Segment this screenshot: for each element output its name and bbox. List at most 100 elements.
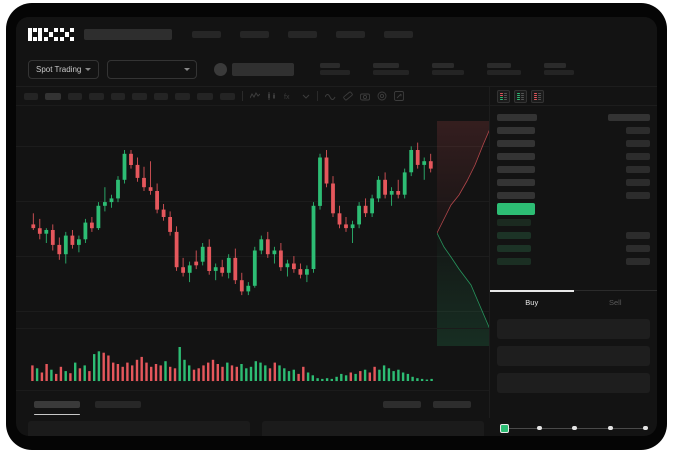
market-type-select[interactable]: Spot Trading [28,59,100,79]
candle-series [31,142,433,296]
tab-sell-label: Sell [608,298,622,307]
ticker-stat-label [487,62,512,68]
ask-price [497,153,535,160]
slider-mark-100[interactable] [643,425,648,430]
nav-item-3[interactable] [288,31,317,38]
ticker-stat-label [432,62,455,68]
chevron-down-icon[interactable] [302,92,310,100]
tab-order-history[interactable] [95,401,141,408]
svg-text:fx: fx [284,94,290,100]
wave-icon[interactable] [325,92,336,100]
search-input[interactable] [84,29,172,40]
line-chart-icon[interactable] [250,92,260,100]
slider-mark-50[interactable] [572,425,577,430]
orderbook-mode-asks-icon[interactable] [531,89,544,103]
slider-mark-75[interactable] [608,425,613,430]
ticker-bar: Spot Trading [16,52,657,87]
timeframe-button-7[interactable] [154,92,168,100]
bid-depth-line [437,232,493,340]
orderbook-ask-row[interactable] [497,150,650,163]
orderbook-bid-row[interactable] [497,255,650,268]
orderbook-ask-row[interactable] [497,176,650,189]
trading-pair-select[interactable] [107,59,198,79]
timeframe-button-10[interactable] [220,92,235,100]
orderbook-ask-row[interactable] [497,189,650,202]
ask-price [497,140,535,147]
bid-size [626,232,650,239]
chevron-down-icon [85,67,92,71]
pair-avatar [214,62,228,76]
nav-item-4[interactable] [336,31,365,38]
ticker-stat-5 [544,62,575,76]
ticker-stat-value [487,70,522,76]
info-panel-right[interactable] [262,421,484,436]
market-type-label: Spot Trading [36,64,82,74]
trade-side-tabs: Buy Sell [490,290,657,314]
orderbook-mode-both-icon[interactable] [497,89,510,103]
chart-gridline [16,256,489,257]
bid-price [497,245,531,252]
timeframe-button-3[interactable] [68,92,82,100]
volume-histogram [16,328,489,390]
ruler-icon[interactable] [343,91,353,101]
camera-icon[interactable] [360,92,370,101]
timeframe-button-5[interactable] [111,92,125,100]
indicators-icon[interactable]: fx [284,92,295,100]
order-total-field[interactable] [497,373,650,393]
price-candlestick-chart[interactable] [16,106,489,328]
timeframe-button-9[interactable] [197,92,213,100]
ticker-stat-3 [432,62,465,76]
orderbook-bid-row[interactable] [497,229,650,242]
orderbook-ask-row[interactable] [497,124,650,137]
info-panel-left[interactable] [28,421,250,436]
okx-logo[interactable] [28,27,74,42]
nav-item-2[interactable] [240,31,269,38]
orderbook-mode-bids-icon[interactable] [514,89,527,103]
bid-size [626,219,650,226]
timeframe-button-6[interactable] [132,92,147,100]
order-price-field[interactable] [497,319,650,339]
tab-action-2[interactable] [433,401,471,408]
bid-rows [497,216,650,268]
orderbook-bid-row[interactable] [497,216,650,229]
app-screen: Spot Trading [16,17,657,436]
slider-mark-25[interactable] [537,425,542,430]
tab-active-indicator [34,413,80,415]
ask-size [626,179,650,186]
tab-buy[interactable]: Buy [490,290,574,314]
tab-action-1[interactable] [383,401,421,408]
settings-icon[interactable] [377,91,387,101]
timeframe-button-4[interactable] [89,92,104,100]
orderbook-ask-row[interactable] [497,163,650,176]
amount-percent-slider[interactable] [500,424,650,433]
orderbook-rows[interactable] [490,106,657,268]
logo-cell-x [60,27,74,42]
orderbook-bid-row[interactable] [497,242,650,255]
timeframe-button-1[interactable] [24,92,38,100]
ask-size [626,153,650,160]
tab-buy-label: Buy [525,298,539,307]
bid-price [497,232,531,239]
ticker-stat-label [320,62,341,68]
ticker-stat-4 [487,62,522,76]
orderbook-ask-row[interactable] [497,137,650,150]
bid-price [497,258,531,265]
order-form-fields [490,319,657,393]
chart-gridline [16,146,489,147]
order-amount-field[interactable] [497,346,650,366]
candle-chart-icon[interactable] [267,92,277,100]
tab-open-orders[interactable] [34,401,80,415]
timeframe-button-2[interactable] [45,92,61,100]
chart-gridline [16,311,489,312]
nav-item-5[interactable] [384,31,413,38]
last-price-value [232,62,295,76]
ask-rows [497,124,650,202]
tab-sell[interactable]: Sell [574,291,658,314]
nav-item-1[interactable] [192,31,221,38]
fullscreen-icon[interactable] [394,91,404,101]
orderbook-size-header [608,114,650,121]
ticker-stat-2 [373,62,410,76]
slider-handle[interactable] [500,424,509,433]
ticker-stat-1 [320,62,351,76]
timeframe-button-8[interactable] [175,92,190,100]
